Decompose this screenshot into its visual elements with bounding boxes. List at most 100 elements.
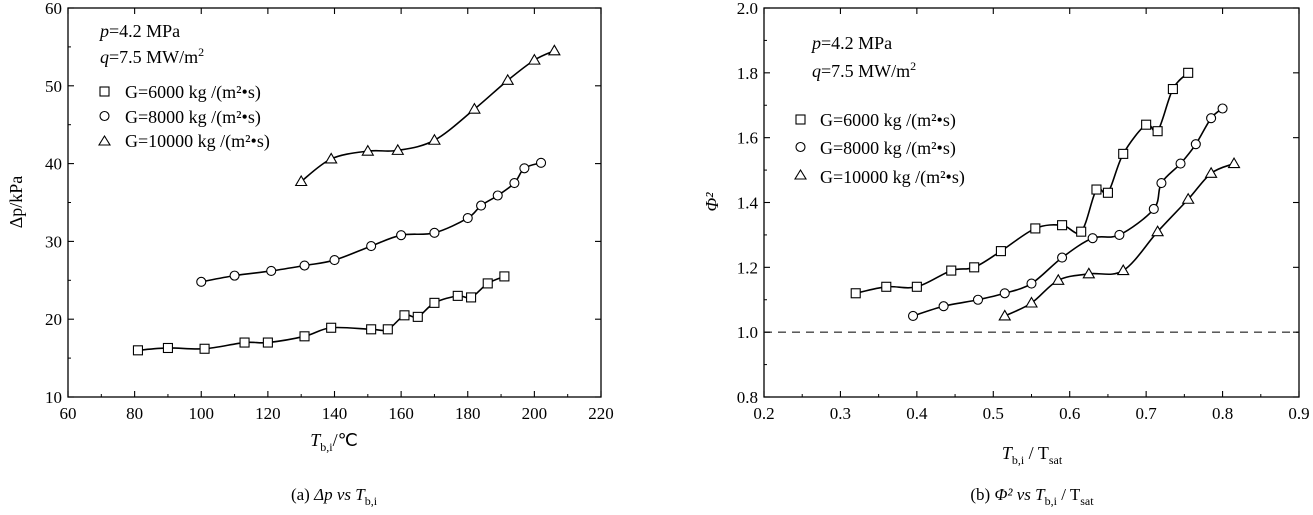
data-point-circle-a [396, 230, 407, 241]
data-point-triangle-a [527, 53, 541, 65]
y-tick-label-a: 20 [45, 310, 62, 329]
data-point-square-b [881, 281, 892, 292]
x-tick-label-a: 220 [588, 404, 614, 423]
data-point-square-a [326, 322, 337, 333]
data-point-circle-a [492, 190, 503, 201]
data-point-circle-a [509, 178, 520, 189]
data-point-square-b [1030, 223, 1041, 234]
x-tick-label-b: 0.8 [1212, 404, 1233, 423]
legend-circle-icon [99, 110, 110, 122]
data-point-square-b [1091, 184, 1102, 195]
data-point-circle-b [1156, 178, 1167, 189]
y-tick-label-a: 40 [45, 155, 62, 174]
x-tick-label-a: 80 [126, 404, 143, 423]
data-point-circle-a [229, 270, 240, 281]
x-tick-label-b: 0.4 [906, 404, 928, 423]
x-axis-label-b: Tb,i / Tsat [1002, 443, 1063, 467]
data-point-square-a [199, 343, 210, 354]
annotation-pressure-a: p=4.2 MPa [98, 21, 180, 41]
data-point-triangle-b [1227, 157, 1241, 169]
data-point-square-a [466, 292, 477, 303]
legend-circle-icon [795, 141, 806, 153]
data-point-square-a [299, 331, 310, 342]
y-axis-label-a: Δp/kPa [6, 176, 26, 229]
x-tick-label-b: 0.9 [1288, 404, 1309, 423]
legend-label-10000-b: G=10000 kg /(m²•s) [820, 167, 965, 188]
legend-square-icon [795, 114, 806, 125]
data-point-square-b [1102, 187, 1113, 198]
x-tick-label-a: 140 [322, 404, 348, 423]
data-point-square-a [132, 345, 144, 356]
series-line-a-1 [201, 162, 542, 283]
y-tick-label-b: 1.0 [737, 323, 758, 342]
x-tick-label-b: 0.5 [983, 404, 1004, 423]
legend-label-8000-a: G=8000 kg /(m²•s) [125, 107, 261, 128]
data-point-circle-b [1148, 203, 1159, 215]
data-point-circle-b [1057, 252, 1068, 263]
data-point-square-a [482, 278, 493, 289]
data-point-triangle-b [1204, 166, 1218, 178]
y-tick-label-a: 10 [45, 388, 62, 407]
y-tick-label-a: 60 [45, 0, 62, 18]
data-point-triangle-a [501, 73, 515, 85]
caption-a: (a) Δp vs Tb,i [291, 485, 378, 508]
x-tick-label-a: 200 [522, 404, 548, 423]
data-point-triangle-b [998, 309, 1012, 321]
data-point-circle-a [476, 200, 487, 211]
legend-b: G=6000 kg /(m²•s) G=8000 kg /(m²•s) G=10… [794, 110, 965, 188]
data-point-square-b [1118, 148, 1129, 159]
data-point-triangle-b [1181, 192, 1195, 204]
data-point-circle-a [196, 276, 207, 287]
x-tick-label-b: 0.3 [830, 404, 851, 423]
legend-label-6000-a: G=6000 kg /(m²•s) [125, 82, 261, 103]
data-point-circle-b [1190, 139, 1201, 150]
y-tick-label-a: 30 [45, 232, 62, 251]
data-point-triangle-b [1082, 267, 1096, 279]
x-tick-label-a: 160 [388, 404, 414, 423]
x-tick-label-a: 180 [455, 404, 481, 423]
data-point-triangle-a [361, 144, 375, 156]
legend-label-8000-b: G=8000 kg /(m²•s) [820, 138, 956, 159]
data-point-circle-a [519, 163, 530, 174]
data-point-circle-b [1206, 113, 1217, 124]
data-point-triangle-a [467, 102, 481, 114]
y-tick-label-b: 1.4 [737, 194, 759, 213]
data-point-square-b [1057, 220, 1068, 231]
panel-b: 0.2 0.3 0.4 0.5 0.6 0.7 0.8 0.9 0.8 1.0 1.2 1.4 1.6… [702, 0, 1310, 508]
data-point-circle-b [1026, 278, 1037, 289]
data-point-square-a [262, 337, 273, 348]
data-point-triangle-b [1151, 225, 1165, 237]
y-tick-label-b: 2.0 [737, 0, 758, 18]
data-point-circle-a [366, 241, 377, 252]
data-point-circle-b [1175, 158, 1186, 169]
data-point-square-a [412, 311, 423, 322]
data-point-triangle-a [294, 174, 308, 187]
x-tick-label-a: 100 [189, 404, 215, 423]
data-point-triangle-a [324, 152, 338, 164]
data-point-square-a [452, 290, 463, 301]
data-point-circle-b [972, 294, 984, 305]
data-point-triangle-b [1025, 296, 1038, 308]
legend-triangle-icon [98, 134, 111, 146]
data-point-square-b [911, 281, 922, 292]
data-point-circle-a [462, 213, 473, 224]
data-point-square-b [1167, 83, 1178, 95]
legend-triangle-icon [794, 168, 807, 180]
y-axis-label-b: Φ² [702, 192, 722, 212]
data-point-square-a [499, 271, 510, 282]
data-point-circle-a [429, 227, 440, 238]
x-tick-label-a: 60 [60, 404, 77, 423]
data-point-triangle-a [547, 44, 561, 56]
data-point-circle-b [999, 288, 1010, 299]
data-point-triangle-a [427, 133, 441, 145]
x-axis-label-a: Tb,i/℃ [310, 430, 358, 454]
annotation-heatflux-a: q=7.5 MW/m2 [100, 45, 204, 67]
data-point-square-b [1076, 226, 1087, 237]
data-point-square-a [239, 337, 250, 348]
y-tick-label-b: 1.6 [737, 129, 758, 148]
y-tick-label-b: 0.8 [737, 388, 758, 407]
data-point-square-a [366, 324, 377, 335]
legend-square-icon [99, 86, 110, 97]
data-point-circle-a [535, 157, 547, 168]
data-point-circle-b [1114, 229, 1125, 240]
